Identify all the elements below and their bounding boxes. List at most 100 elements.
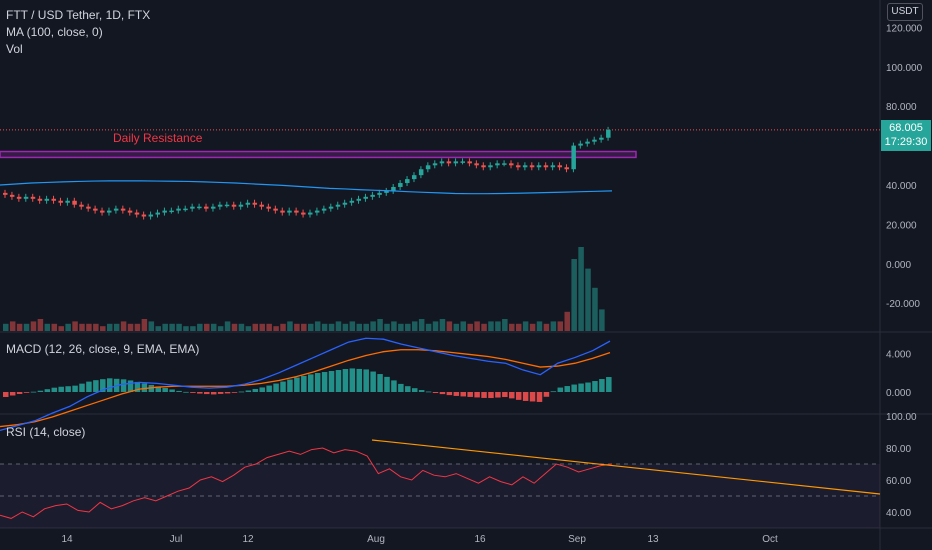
volume-bar bbox=[411, 321, 418, 331]
volume-bar bbox=[418, 319, 425, 331]
macd-histogram-bar bbox=[606, 377, 612, 392]
macd-histogram-bar bbox=[266, 385, 272, 392]
volume-bar bbox=[363, 323, 369, 331]
candle bbox=[231, 204, 237, 207]
volume-bar bbox=[453, 323, 460, 331]
candle bbox=[23, 196, 29, 199]
macd-histogram-bar bbox=[335, 370, 342, 392]
volume-bar bbox=[425, 323, 432, 331]
volume-bar bbox=[37, 319, 44, 331]
volume-bar bbox=[564, 311, 570, 331]
candle bbox=[245, 202, 251, 205]
candle bbox=[515, 165, 521, 168]
macd-histogram-bar bbox=[446, 392, 453, 396]
candle bbox=[432, 163, 438, 166]
candle bbox=[377, 192, 382, 195]
macd-histogram-bar bbox=[418, 390, 425, 392]
macd-histogram-bar bbox=[439, 392, 446, 395]
macd-histogram-bar bbox=[398, 383, 404, 392]
candle bbox=[148, 214, 154, 217]
macd-histogram-bar bbox=[522, 392, 529, 401]
candle bbox=[550, 165, 556, 168]
candle bbox=[16, 196, 22, 199]
volume-bar bbox=[9, 321, 16, 331]
volume-bar bbox=[93, 323, 99, 331]
macd-histogram-bar bbox=[529, 392, 536, 402]
volume-bar bbox=[495, 321, 501, 331]
candle bbox=[204, 206, 209, 209]
candle bbox=[113, 208, 119, 211]
candle bbox=[141, 214, 147, 217]
resistance-label: Daily Resistance bbox=[113, 131, 203, 145]
macd-histogram-bar bbox=[488, 392, 494, 399]
rsi-legend: RSI (14, close) bbox=[6, 425, 86, 439]
time-tick-label: Aug bbox=[367, 534, 385, 545]
macd-histogram-bar bbox=[93, 380, 99, 392]
volume-bar bbox=[58, 326, 64, 331]
candle bbox=[398, 183, 403, 187]
candle bbox=[529, 165, 535, 168]
candle bbox=[349, 200, 355, 203]
time-tick-label: 14 bbox=[61, 534, 73, 545]
macd-histogram-bar bbox=[328, 371, 335, 392]
macd-histogram-bar bbox=[391, 380, 397, 392]
candle bbox=[301, 212, 306, 215]
candle bbox=[197, 206, 202, 209]
ma-legend: MA (100, close, 0) bbox=[6, 25, 103, 39]
volume-bar bbox=[210, 323, 217, 331]
macd-histogram-bar bbox=[287, 379, 293, 392]
candle bbox=[474, 163, 479, 166]
volume-bar bbox=[30, 321, 37, 331]
macd-histogram-bar bbox=[204, 392, 210, 395]
macd-histogram-bar bbox=[405, 386, 411, 392]
macd-histogram-bar bbox=[460, 392, 466, 397]
macd-line bbox=[0, 337, 611, 432]
candle bbox=[65, 200, 70, 203]
volume-bar bbox=[391, 321, 397, 331]
macd-histogram-bar bbox=[155, 386, 161, 392]
volume-bar bbox=[384, 323, 390, 331]
candle bbox=[9, 194, 15, 197]
time-tick-label: Jul bbox=[170, 534, 183, 545]
time-tick-label: 12 bbox=[242, 534, 254, 545]
macd-histogram-bar bbox=[100, 379, 106, 392]
ma-100-line bbox=[0, 180, 613, 195]
volume-bar bbox=[86, 323, 92, 331]
candle bbox=[592, 139, 597, 142]
volume-bar bbox=[529, 323, 536, 331]
volume-bar bbox=[488, 321, 494, 331]
volume-bar bbox=[148, 321, 155, 331]
volume-bar bbox=[543, 323, 550, 331]
volume-bar bbox=[197, 323, 203, 331]
candle bbox=[328, 206, 334, 209]
macd-histogram-bar bbox=[384, 376, 390, 392]
macd-histogram-bar bbox=[183, 391, 189, 393]
rsi-line bbox=[0, 447, 613, 519]
candle bbox=[37, 198, 43, 201]
price-tick-label: 0.000 bbox=[886, 260, 911, 271]
volume-bar bbox=[522, 321, 529, 331]
macd-histogram-bar bbox=[30, 391, 37, 393]
candle bbox=[162, 210, 167, 213]
volume-bar bbox=[502, 319, 508, 331]
macd-histogram-bar bbox=[294, 377, 300, 392]
volume-bar bbox=[509, 323, 515, 331]
candle bbox=[169, 210, 174, 213]
candle bbox=[405, 179, 410, 184]
macd-histogram-bar bbox=[190, 392, 196, 393]
candle bbox=[384, 190, 389, 193]
macd-histogram-bar bbox=[564, 386, 570, 392]
time-tick-label: 16 bbox=[474, 534, 486, 545]
macd-histogram-bar bbox=[120, 379, 127, 392]
candle bbox=[578, 143, 583, 146]
macd-histogram-bar bbox=[259, 387, 265, 392]
macd-histogram-bar bbox=[342, 369, 349, 392]
volume-bar bbox=[578, 247, 584, 331]
macd-histogram-bar bbox=[273, 383, 279, 392]
volume-bar bbox=[377, 319, 383, 331]
volume-bar bbox=[217, 326, 224, 331]
currency-badge[interactable]: USDT bbox=[887, 3, 923, 21]
volume-bar bbox=[127, 323, 134, 331]
candle bbox=[287, 210, 292, 213]
